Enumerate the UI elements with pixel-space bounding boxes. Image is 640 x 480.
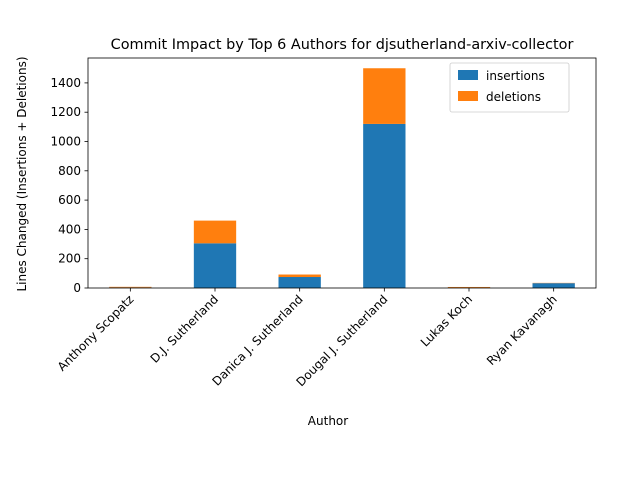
bar-deletions-3 [363, 68, 406, 124]
bar-insertions-5 [532, 283, 575, 288]
legend-label-insertions: insertions [486, 69, 545, 83]
bar-insertions-2 [278, 277, 321, 288]
bars-group [109, 68, 575, 288]
legend-frame [449, 62, 570, 113]
y-tick-label: 600 [58, 193, 81, 207]
y-tick-label: 1400 [50, 76, 81, 90]
bar-deletions-1 [193, 220, 237, 244]
y-tick-label: 0 [73, 281, 81, 295]
legend-label-deletions: deletions [486, 90, 541, 104]
y-tick-label: 200 [58, 252, 81, 266]
x-tick-label: Lukas Koch [418, 292, 475, 349]
bar-insertions-1 [193, 243, 237, 288]
x-tick-label: Ryan Kavanagh [484, 292, 560, 368]
x-tick-label: Dougal J. Sutherland [293, 292, 390, 389]
bar-deletions-2 [278, 274, 321, 278]
chart-title: Commit Impact by Top 6 Authors for djsut… [111, 37, 574, 53]
x-tick-label: D.J. Sutherland [148, 292, 222, 366]
legend-swatch-deletions [458, 91, 478, 101]
y-tick-label: 400 [58, 222, 81, 236]
y-axis-label: Lines Changed (Insertions + Deletions) [15, 56, 29, 291]
legend: insertions deletions [449, 62, 570, 113]
y-axis: 0 200 400 600 800 1000 1200 1400 [50, 76, 88, 295]
bar-deletions-4 [447, 286, 491, 288]
plot-frame [87, 57, 597, 289]
y-tick-label: 800 [58, 164, 81, 178]
bar-insertions-3 [363, 123, 406, 288]
y-tick-label: 1000 [50, 135, 81, 149]
x-axis-label: Author [308, 414, 348, 428]
x-tick-label: Danica J. Sutherland [209, 292, 305, 388]
bar-deletions-0 [109, 286, 152, 288]
legend-swatch-insertions [458, 70, 478, 80]
y-tick-label: 1200 [50, 105, 81, 119]
x-tick-label: Anthony Scopatz [55, 292, 137, 374]
